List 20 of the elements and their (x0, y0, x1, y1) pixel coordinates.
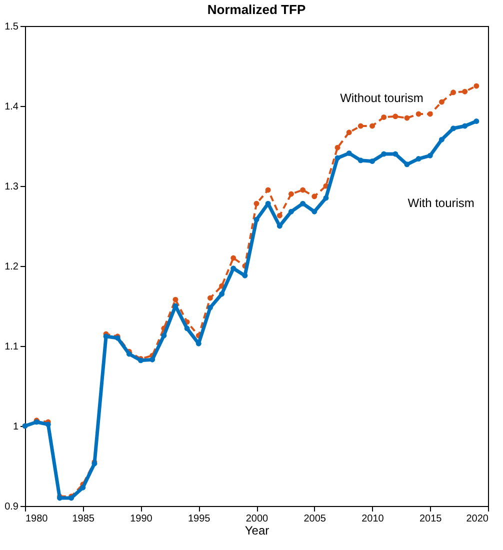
x-axis-title: Year (244, 524, 270, 538)
x-tick-label: 2000 (246, 514, 269, 524)
x-tick-label: 2005 (304, 514, 326, 524)
x-tick-label: 1995 (188, 514, 211, 524)
chart-title: Normalized TFP (207, 2, 306, 17)
x-tick-label: 2010 (362, 514, 384, 524)
y-tick-label: 0.9 (4, 502, 19, 512)
x-tick-label: 2020 (466, 514, 489, 524)
x-tick-label: 1980 (26, 514, 48, 524)
x-tick-label: 2015 (420, 514, 442, 524)
y-tick-label: 1.3 (4, 182, 19, 192)
text: With tourism (408, 196, 474, 210)
y-tick-label: 1.5 (4, 22, 19, 32)
y-tick-label: 1.4 (4, 102, 19, 112)
x-tick-label: 1985 (72, 514, 95, 524)
y-tick-label: 1.1 (4, 342, 19, 352)
y-tick-label: 1.2 (4, 262, 19, 272)
x-tick-label: 1990 (130, 514, 153, 524)
y-tick-label: 1 (12, 422, 19, 432)
series-label: Without tourism (340, 91, 424, 105)
